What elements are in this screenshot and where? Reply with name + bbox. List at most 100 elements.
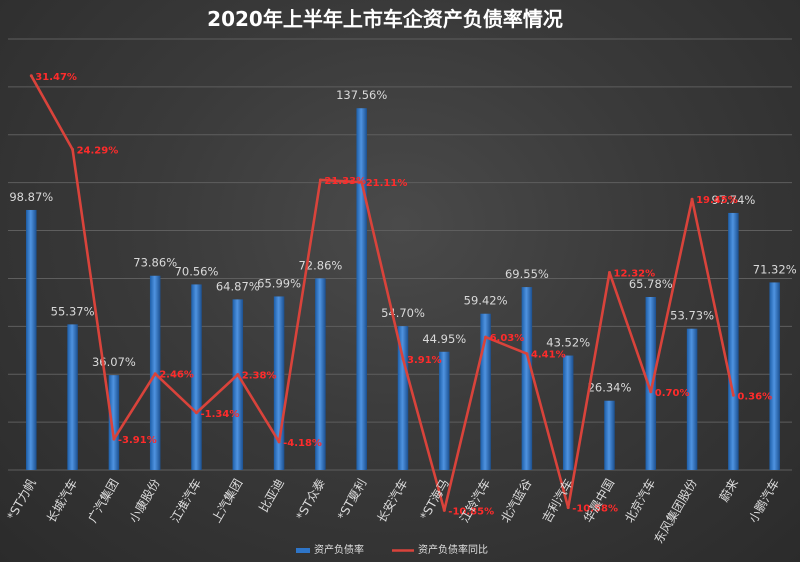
category-label: 北京汽车 [621,476,658,525]
bar-data-label: 36.07% [92,355,136,369]
bar [769,282,780,470]
category-label: *ST众泰 [293,477,328,523]
gridlines [8,38,792,471]
bar [645,296,657,470]
bar [108,375,120,470]
category-label: 东风集团股份 [651,476,700,546]
line-point [608,270,611,274]
category-label: 长安汽车 [374,476,411,525]
legend-label-line: 资产负债率同比 [418,543,488,556]
category-label: 广汽集团 [84,476,121,525]
bar [521,287,533,470]
line-data-label: -4.18% [283,438,322,449]
bar-data-label: 64.87% [216,279,260,293]
category-label: 华晨中国 [580,476,617,525]
bar-data-label: 26.34% [588,381,632,395]
bar-data-label: 65.78% [629,277,673,291]
bar-data-label: 65.99% [257,276,301,290]
bar-data-label: 70.56% [175,264,219,278]
bar-data-label: 54.70% [381,306,425,320]
bar-data-label: 73.86% [133,256,177,270]
line-data-label: 12.32% [614,268,656,279]
category-label: 小鹏汽车 [745,476,782,525]
chart-title: 2020年上半年上市车企资产负债率情况 [207,7,563,31]
bar-data-label: 98.87% [9,190,53,204]
line-point [29,74,33,78]
bar [480,313,491,470]
line-data-label: 0.36% [737,391,772,402]
line-data-label: 31.47% [35,72,77,83]
line-point [484,335,488,339]
line-point [731,393,735,397]
bar-data-label: 71.32% [753,262,797,276]
line-data-label: -1.34% [201,409,240,420]
line-data-label: 21.11% [366,178,408,189]
bar [397,326,409,470]
legend-label-bar: 资产负债率 [314,543,364,556]
category-label: 上汽集团 [208,476,245,525]
line-data-label: 19.45% [696,195,738,206]
category-label: 北汽蓝谷 [497,476,534,525]
bar [315,278,326,470]
category-label: 比亚迪 [257,477,287,515]
bar-data-label: 55.37% [51,304,95,318]
line-data-label: 24.29% [77,146,119,157]
line-data-label: -10.85% [448,506,494,517]
line-series: 31.47% 24.29% -3.91% 2.46% -1.34% 2.38% -4.18%… [29,72,772,517]
line-point [690,197,694,201]
bar-data-label: 97.74% [711,193,755,207]
line-point [318,178,322,182]
bar-data-label: 59.42% [464,294,508,308]
line-point [153,372,157,376]
bar [67,324,78,470]
line-point [360,180,364,184]
bar [728,212,739,471]
bar [232,299,244,470]
bar-data-label: 53.73% [670,309,714,323]
line-point [277,440,281,444]
line-point [442,508,446,512]
category-label: 小康股份 [126,476,163,525]
line-point [195,411,198,415]
bar [356,108,367,471]
line-point [401,357,405,361]
line-data-label: 2.46% [159,370,194,381]
line-data-label: 0.70% [655,388,690,399]
bar-data-label: 69.55% [505,267,549,281]
bar [191,284,202,470]
line-data-label: 2.38% [242,371,277,382]
legend: 资产负债率 资产负债率同比 [296,543,488,556]
category-label: 江淮汽车 [167,476,204,525]
bar-series: 98.87% 55.37% 36.07% 73.86%70.56%64.87%65.9… [9,88,797,471]
category-label: *ST力帆 [3,476,38,522]
line-point [236,373,240,377]
bar-data-label: 44.95% [422,332,466,346]
category-label: *ST夏利 [335,477,370,523]
line-data-label: 6.03% [490,333,525,344]
bar [604,400,615,470]
bar [562,355,574,470]
line-data-label: -10.58% [572,504,618,515]
bar [26,209,37,470]
line-path [30,75,735,512]
category-label: 长城汽车 [43,476,80,525]
bar-data-label: 43.52% [546,336,590,350]
bar-data-label: 137.56% [336,88,387,102]
category-labels: *ST力帆 长城汽车 广汽集团 小康股份 江淮汽车 上汽集团 比亚迪 *ST众泰 *ST夏利 长安… [3,476,782,546]
line-point [525,352,529,356]
category-label: 蔚来 [717,477,741,505]
line-point [566,506,570,510]
bar [439,351,450,470]
line-data-label: -3.91% [118,435,157,446]
line-point [649,390,653,394]
line-point [112,437,116,441]
bar-data-label: 72.86% [298,258,342,272]
line-point [71,148,75,152]
bar [686,328,698,470]
bar [273,296,285,470]
category-label: 江铃汽车 [456,476,493,525]
line-data-label: 4.41% [531,350,566,361]
line-data-label: 3.91% [407,355,442,366]
line-data-label: 21.33% [324,176,366,187]
